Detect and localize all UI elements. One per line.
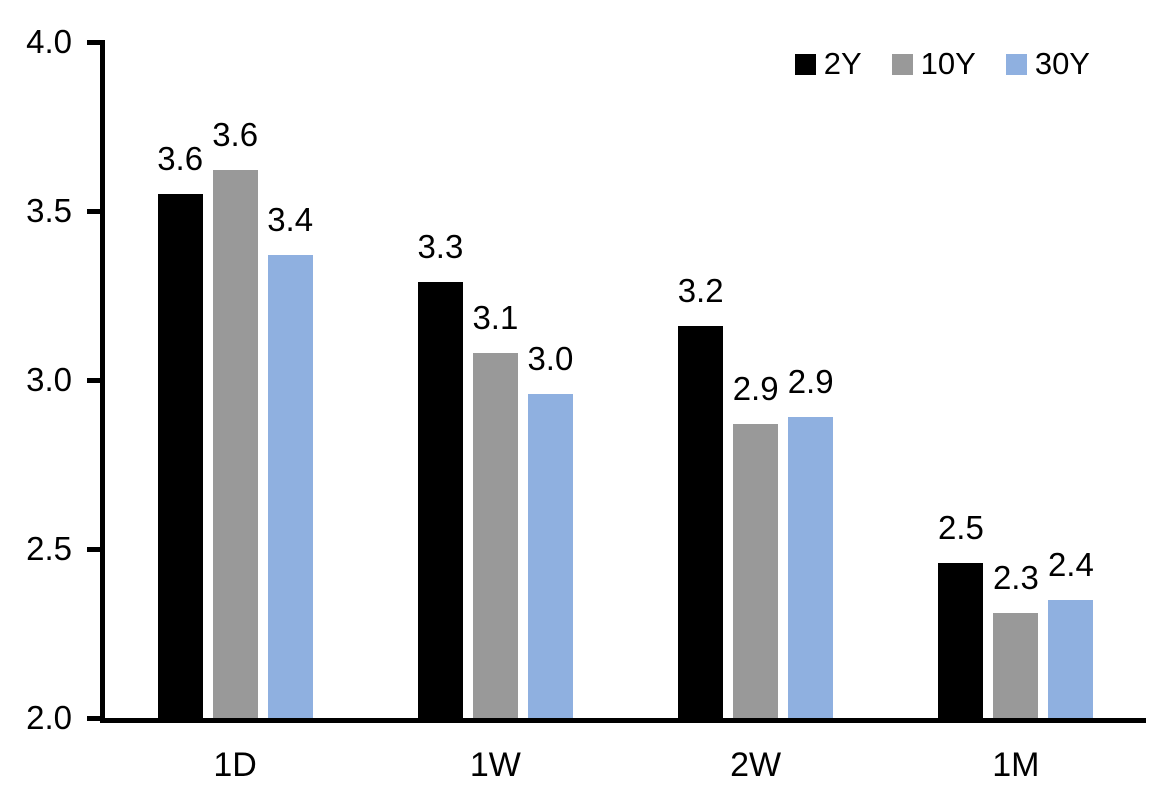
legend-swatch-2y-icon bbox=[794, 53, 816, 75]
bar-label-30y-1m: 2.4 bbox=[1047, 545, 1094, 583]
bar-label-2y-1d: 3.6 bbox=[157, 140, 204, 178]
bar-label-10y-1w: 3.1 bbox=[472, 298, 519, 336]
legend-item-30y: 30Y bbox=[1005, 46, 1090, 81]
bar-30y-1m bbox=[1048, 599, 1094, 718]
y-tick-label: 3.5 bbox=[26, 192, 72, 229]
x-category-label: 1M bbox=[992, 746, 1040, 784]
y-tick-label: 2.0 bbox=[26, 699, 72, 736]
bar-label-30y-2w: 2.9 bbox=[787, 363, 834, 401]
x-category-label: 2W bbox=[730, 746, 782, 784]
legend-label-2y: 2Y bbox=[823, 46, 862, 81]
x-category-label: 1D bbox=[213, 746, 257, 784]
y-tick-label: 3.0 bbox=[26, 361, 72, 398]
x-axis-line bbox=[100, 718, 1146, 723]
bar-2y-1d bbox=[157, 194, 203, 718]
y-tick-mark bbox=[87, 40, 102, 45]
y-tick-label: 4.0 bbox=[26, 23, 72, 60]
legend-item-10y: 10Y bbox=[891, 46, 976, 81]
bar-30y-1d bbox=[267, 254, 313, 718]
legend-label-30y: 30Y bbox=[1034, 46, 1090, 81]
bar-30y-2w bbox=[788, 417, 834, 718]
bar-2y-1m bbox=[938, 562, 984, 718]
bar-10y-1m bbox=[993, 613, 1039, 718]
bar-2y-2w bbox=[678, 325, 724, 718]
bar-10y-1d bbox=[212, 170, 258, 718]
bar-label-30y-1d: 3.4 bbox=[267, 200, 314, 238]
bar-label-30y-1w: 3.0 bbox=[527, 339, 574, 377]
legend-swatch-30y-icon bbox=[1005, 53, 1027, 75]
x-category-label: 1W bbox=[469, 746, 521, 784]
bar-10y-2w bbox=[733, 423, 779, 718]
bar-label-10y-2w: 2.9 bbox=[732, 369, 779, 407]
bar-label-2y-1m: 2.5 bbox=[937, 508, 984, 546]
bar-30y-1w bbox=[527, 393, 573, 718]
y-axis-line bbox=[100, 40, 105, 723]
bar-10y-1w bbox=[472, 352, 518, 718]
legend-item-2y: 2Y bbox=[794, 46, 862, 81]
y-tick-label: 2.5 bbox=[26, 530, 72, 567]
bar-label-2y-2w: 3.2 bbox=[677, 271, 724, 309]
legend: 2Y 10Y 30Y bbox=[794, 46, 1090, 81]
y-tick-mark bbox=[87, 547, 102, 552]
legend-label-10y: 10Y bbox=[920, 46, 976, 81]
y-tick-mark bbox=[87, 209, 102, 214]
bar-label-2y-1w: 3.3 bbox=[417, 227, 464, 265]
legend-swatch-10y-icon bbox=[891, 53, 913, 75]
y-tick-mark bbox=[87, 378, 102, 383]
bar-label-10y-1d: 3.6 bbox=[212, 116, 259, 154]
bar-label-10y-1m: 2.3 bbox=[992, 559, 1039, 597]
bar-2y-1w bbox=[417, 281, 463, 718]
y-tick-mark bbox=[87, 716, 102, 721]
